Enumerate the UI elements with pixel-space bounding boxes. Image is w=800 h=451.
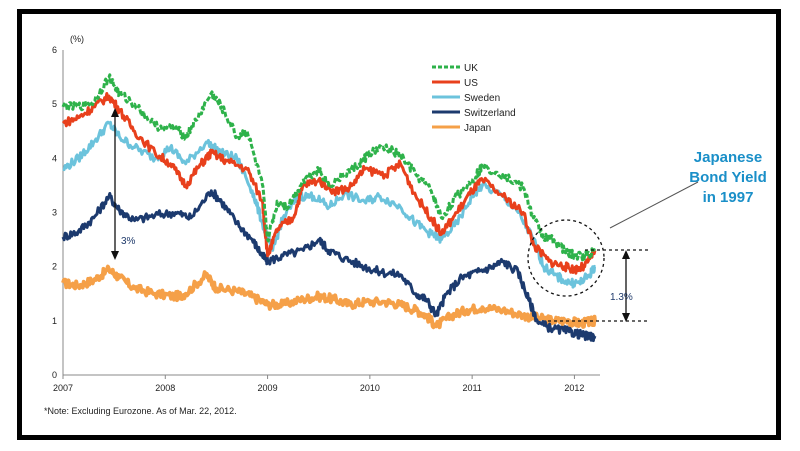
y-tick-label: 0 (52, 370, 57, 380)
y-tick-group: 0 1 2 3 4 5 6 (52, 45, 57, 380)
legend-label-japan: Japan (464, 123, 491, 134)
x-tick-label: 2012 (564, 383, 584, 393)
spread-arrow-early (111, 108, 119, 260)
x-tick-label: 2010 (360, 383, 380, 393)
highlight-circle (527, 219, 605, 297)
callout-line-1: Japanese (694, 149, 762, 166)
y-tick-label: 1 (52, 316, 57, 326)
callout-line-3: in 1997 (703, 189, 754, 206)
legend: UK US Sweden Switzerland Japan (432, 63, 516, 134)
series-line-us (61, 92, 597, 275)
callout-line-2: Bond Yield (689, 169, 767, 186)
y-axis-unit-label: (%) (70, 34, 84, 44)
x-tick-label: 2007 (53, 383, 73, 393)
series-line-japan (61, 264, 597, 330)
legend-label-switzerland: Switzerland (464, 108, 516, 119)
series-layer (61, 73, 597, 343)
x-tick-group: 2007 2008 2009 2010 2011 2012 (53, 375, 584, 393)
x-tick-label: 2008 (155, 383, 175, 393)
legend-label-sweden: Sweden (464, 93, 500, 104)
legend-label-uk: UK (464, 63, 478, 74)
spread-label-late: 1.3% (610, 292, 633, 303)
y-tick-label: 6 (52, 45, 57, 55)
y-tick-label: 3 (52, 208, 57, 218)
spread-label-early: 3% (121, 236, 136, 247)
series-line-uk (61, 73, 596, 262)
series-line-switzerland (61, 189, 597, 343)
footnote: *Note: Excluding Eurozone. As of Mar. 22… (44, 406, 237, 416)
y-tick-label: 4 (52, 153, 57, 163)
chart-frame (17, 9, 781, 440)
callout-pointer (609, 181, 699, 229)
x-tick-label: 2011 (462, 383, 481, 393)
x-tick-label: 2009 (258, 383, 278, 393)
y-tick-label: 5 (52, 99, 57, 109)
legend-label-us: US (464, 78, 478, 89)
y-tick-label: 2 (52, 262, 57, 272)
spread-arrow-late (622, 250, 630, 322)
